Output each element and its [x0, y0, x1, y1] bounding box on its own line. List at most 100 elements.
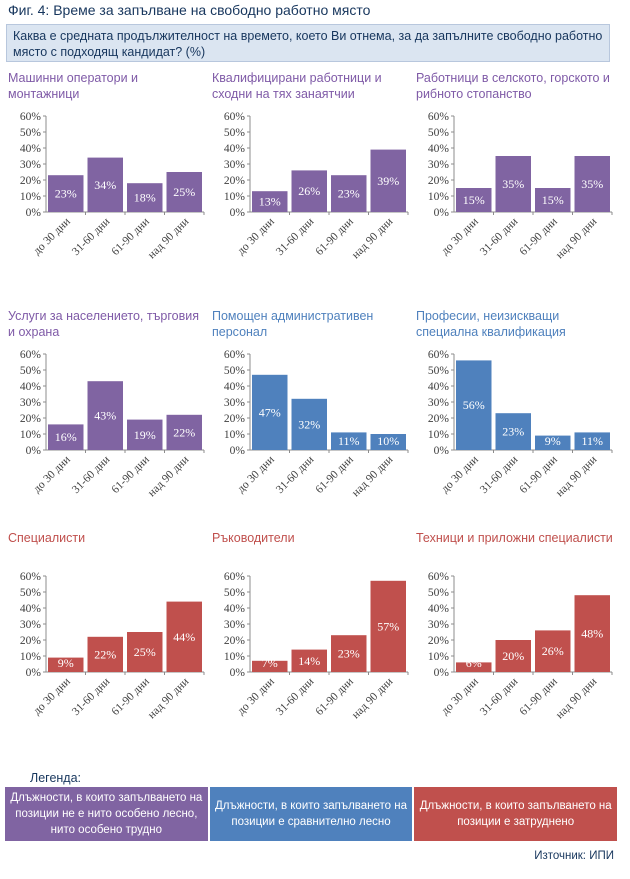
- bar: [456, 188, 492, 212]
- y-tick-label: 10%: [428, 191, 450, 203]
- y-tick-label: 20%: [428, 635, 450, 647]
- y-tick-label: 30%: [428, 397, 450, 409]
- x-tick-label: 31-60 дни: [478, 454, 520, 496]
- chart-plot: 0% 10% 20% 30% 40% 50% 60% 6% до 30 дни 20% 31-60 …: [428, 571, 613, 721]
- y-tick-label: 10%: [20, 191, 42, 203]
- legend-item-easy: Длъжности, в които запълването на позици…: [209, 787, 413, 841]
- y-tick-label: 20%: [20, 635, 42, 647]
- data-label: 23%: [338, 647, 360, 661]
- bar: [370, 580, 406, 672]
- chart-title: Специалисти: [8, 531, 86, 545]
- y-tick-label: 50%: [20, 587, 42, 599]
- chart-plot: 0% 10% 20% 30% 40% 50% 60% 56% до 30 дни 23% 31-60…: [428, 349, 613, 500]
- bar: [252, 660, 288, 672]
- data-label: 35%: [502, 177, 524, 191]
- chart-plot: 0% 10% 20% 30% 40% 50% 60% 15% до 30 дни 35% 31-60…: [428, 111, 613, 261]
- x-tick-label: до 30 дни: [439, 216, 481, 258]
- legend: Длъжности, в които запълването на позици…: [5, 787, 618, 841]
- chart-plot: 0% 10% 20% 30% 40% 50% 60% 7% до 30 дни 14% 31-60 …: [224, 571, 409, 721]
- bar: [252, 374, 288, 450]
- y-tick-label: 0%: [26, 667, 42, 679]
- bar: [166, 601, 202, 672]
- chart-title: Услуги за населението, търговия и охрана: [8, 309, 199, 339]
- y-tick-label: 10%: [224, 651, 246, 663]
- y-tick-label: 60%: [224, 111, 246, 123]
- y-tick-label: 50%: [428, 365, 450, 377]
- y-tick-label: 40%: [20, 143, 42, 155]
- data-label: 20%: [502, 649, 524, 663]
- chart-7: Специалисти 0% 10% 20% 30% 40% 50% 60% 9% до 30 д…: [8, 530, 208, 745]
- y-tick-label: 20%: [20, 175, 42, 187]
- y-tick-label: 30%: [20, 159, 42, 171]
- data-label: 23%: [338, 187, 360, 201]
- data-label: 23%: [55, 187, 77, 201]
- x-tick-label: до 30 дни: [235, 216, 277, 258]
- y-tick-label: 60%: [20, 349, 42, 361]
- y-tick-label: 50%: [224, 587, 246, 599]
- bar: [456, 662, 492, 672]
- bar: [331, 175, 367, 212]
- x-tick-label: 31-60 дни: [274, 216, 316, 258]
- bar: [535, 435, 571, 450]
- y-tick-label: 60%: [224, 571, 246, 583]
- data-label: 25%: [173, 185, 195, 199]
- y-tick-label: 40%: [224, 603, 246, 615]
- data-label: 22%: [94, 647, 116, 661]
- y-tick-label: 30%: [428, 619, 450, 631]
- data-label: 23%: [502, 425, 524, 439]
- y-tick-label: 30%: [20, 619, 42, 631]
- y-tick-label: 30%: [224, 159, 246, 171]
- y-tick-label: 60%: [428, 571, 450, 583]
- y-tick-label: 0%: [434, 445, 450, 457]
- data-label: 57%: [377, 619, 399, 633]
- y-tick-label: 10%: [428, 429, 450, 441]
- y-tick-label: 30%: [428, 159, 450, 171]
- y-tick-label: 0%: [230, 445, 246, 457]
- data-label: 25%: [134, 645, 156, 659]
- x-tick-label: 31-60 дни: [478, 676, 520, 718]
- y-tick-label: 40%: [428, 143, 450, 155]
- bar: [127, 183, 163, 212]
- chart-title: Професии, неизискващи специална квалифик…: [416, 309, 566, 339]
- chart-title: Машинни оператори и монтажници: [8, 71, 139, 101]
- y-tick-label: 40%: [20, 381, 42, 393]
- y-tick-label: 50%: [224, 127, 246, 139]
- x-tick-label: над 90 дни: [350, 454, 396, 500]
- chart-8: Ръководители 0% 10% 20% 30% 40% 50% 60% 7% до 30 …: [212, 530, 412, 745]
- y-tick-label: 40%: [428, 603, 450, 615]
- bar: [252, 191, 288, 212]
- chart-plot: 0% 10% 20% 30% 40% 50% 60% 9% до 30 дни 22% 31-60 …: [20, 571, 205, 721]
- x-tick-label: 31-60 дни: [478, 216, 520, 258]
- chart-9: Техници и приложни специалисти 0% 10% 20% 30…: [416, 530, 616, 745]
- bar: [495, 640, 531, 672]
- chart-title: Помощен административен персонал: [212, 309, 374, 339]
- x-tick-label: до 30 дни: [31, 216, 73, 258]
- data-label: 35%: [581, 177, 603, 191]
- x-tick-label: над 90 дни: [554, 454, 600, 500]
- chart-plot: 0% 10% 20% 30% 40% 50% 60% 23% до 30 дни 34% 31-60…: [20, 111, 205, 261]
- legend-label: Легенда:: [30, 771, 82, 785]
- bar: [87, 636, 123, 672]
- data-label: 11%: [338, 434, 360, 448]
- data-label: 34%: [94, 178, 116, 192]
- y-tick-label: 40%: [224, 143, 246, 155]
- source-note: Източник: ИПИ: [534, 850, 614, 862]
- bar: [535, 630, 571, 672]
- data-label: 19%: [134, 428, 156, 442]
- y-tick-label: 40%: [20, 603, 42, 615]
- y-tick-label: 10%: [428, 651, 450, 663]
- bar: [331, 432, 367, 450]
- x-tick-label: до 30 дни: [31, 676, 73, 718]
- y-tick-label: 40%: [428, 381, 450, 393]
- y-tick-label: 20%: [224, 635, 246, 647]
- x-tick-label: до 30 дни: [439, 676, 481, 718]
- data-label: 6%: [466, 656, 482, 670]
- bar: [495, 156, 531, 212]
- data-label: 43%: [94, 409, 116, 423]
- chart-title: Работници в селското, горското и рибното…: [416, 71, 610, 101]
- chart-6: Професии, неизискващи специална квалифик…: [416, 308, 616, 523]
- chart-plot: 0% 10% 20% 30% 40% 50% 60% 47% до 30 дни 32% 31-60…: [224, 349, 409, 500]
- chart-5: Помощен административен персонал 0% 10% 20%…: [212, 308, 412, 523]
- data-label: 56%: [463, 398, 485, 412]
- y-tick-label: 20%: [20, 413, 42, 425]
